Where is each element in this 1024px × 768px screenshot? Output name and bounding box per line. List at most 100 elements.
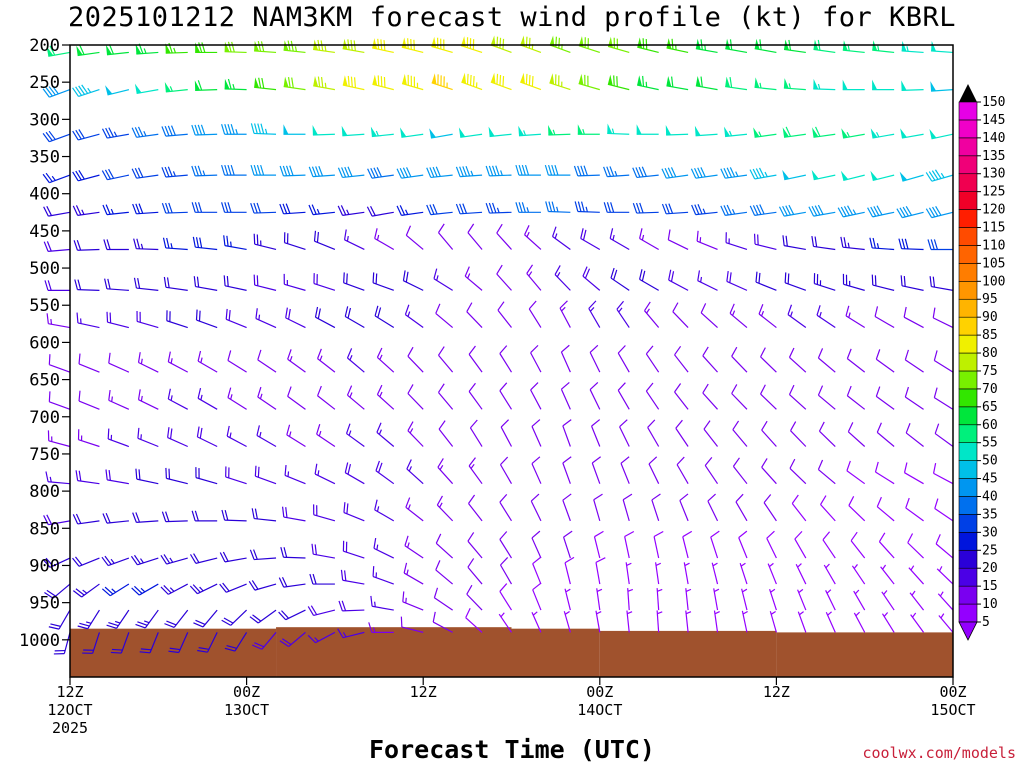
colorbar-segment <box>958 191 978 210</box>
wind-barb <box>191 202 218 213</box>
wind-barb <box>690 167 718 179</box>
wind-barb <box>132 203 159 215</box>
wind-barb <box>711 562 719 585</box>
colorbar-segment <box>958 281 978 300</box>
wind-barb <box>674 383 689 410</box>
wind-barb <box>376 422 395 447</box>
colorbar-tick-label: 75 <box>982 364 998 379</box>
wind-barb <box>808 204 836 217</box>
y-tick-label: 350 <box>29 148 60 168</box>
wind-barb <box>313 273 336 291</box>
wind-barb <box>617 345 630 373</box>
wind-barb <box>682 530 693 559</box>
wind-barb <box>468 382 483 410</box>
y-tick-label: 850 <box>29 519 60 539</box>
wind-barb <box>925 206 954 219</box>
wind-barb <box>559 300 571 328</box>
wind-barb <box>753 233 777 251</box>
wind-barb <box>313 504 336 522</box>
wind-barb <box>250 123 277 135</box>
wind-barb <box>435 533 454 559</box>
wind-barb <box>791 494 807 522</box>
colorbar-tick-label: 115 <box>982 221 1005 236</box>
colorbar: 5 10 15 20 25 30 35 40 45 50 55 60 65 70 75 80 85 90 95 100… <box>958 84 1005 641</box>
wind-barb <box>520 72 542 91</box>
wind-barb <box>131 583 159 596</box>
wind-barb <box>400 616 424 633</box>
wind-barb <box>101 555 130 567</box>
colorbar-tick-label: 120 <box>982 203 1005 218</box>
wind-barb <box>167 388 189 410</box>
wind-barb <box>105 44 129 56</box>
wind-barb <box>374 228 395 250</box>
wind-barb <box>593 530 604 559</box>
wind-barb <box>343 272 365 291</box>
wind-barb <box>515 202 541 213</box>
wind-barb <box>249 609 277 624</box>
wind-barb <box>784 272 807 291</box>
colorbar-tick-label: 65 <box>982 400 998 415</box>
wind-barb <box>337 628 365 639</box>
wind-barb <box>872 40 895 54</box>
x-tick-label: 12OCT <box>47 701 92 719</box>
terrain-segment <box>776 632 953 677</box>
wind-barb <box>42 85 71 98</box>
wind-barb <box>193 276 218 291</box>
wind-barb <box>429 128 453 139</box>
wind-barb <box>224 632 248 652</box>
wind-barb <box>908 565 925 585</box>
x-tick-label: 00Z <box>233 683 260 701</box>
wind-barb <box>485 165 512 177</box>
wind-barb <box>696 230 718 251</box>
wind-barb <box>651 493 661 522</box>
wind-barb <box>465 607 483 633</box>
wind-barb <box>499 531 513 559</box>
wind-barb <box>732 457 748 485</box>
wind-barb <box>616 300 630 328</box>
wind-barb <box>528 300 542 328</box>
wind-barb <box>105 85 130 96</box>
x-axis-title: Forecast Time (UTC) <box>369 735 655 764</box>
wind-barb <box>837 205 865 218</box>
wind-barb <box>227 387 247 410</box>
colorbar-tick-label: 15 <box>982 579 998 594</box>
wind-barb <box>72 205 100 216</box>
wind-barb <box>626 610 633 633</box>
wind-barb <box>194 80 218 91</box>
wind-barb <box>760 384 777 410</box>
wind-barb <box>813 39 836 54</box>
wind-barb <box>907 533 924 559</box>
colorbar-tick-label: 30 <box>982 525 998 540</box>
wind-barb <box>910 612 925 633</box>
wind-barb <box>573 165 600 177</box>
wind-barb <box>789 458 807 485</box>
wind-barb <box>929 129 954 140</box>
wind-barb <box>437 383 454 410</box>
wind-barb <box>455 166 483 178</box>
wind-barb <box>639 228 659 250</box>
colorbar-segment <box>958 388 978 408</box>
wind-barb <box>250 202 277 214</box>
wind-barb <box>720 167 748 179</box>
wind-barb <box>346 385 365 410</box>
wind-barb <box>468 494 483 522</box>
wind-barb <box>461 72 483 91</box>
colorbar-tick-label: 40 <box>982 489 998 504</box>
wind-barb <box>899 171 924 182</box>
colorbar-segment <box>958 334 978 354</box>
wind-barb <box>925 169 954 182</box>
colorbar-segment <box>958 532 978 551</box>
wind-barb <box>674 345 689 373</box>
wind-barb <box>285 307 306 329</box>
colorbar-segment <box>958 603 978 623</box>
wind-barb <box>160 583 189 595</box>
wind-barb <box>436 495 454 522</box>
wind-barb <box>73 240 100 251</box>
watermark: coolwx.com/models <box>862 744 1016 762</box>
wind-barb <box>783 78 806 91</box>
wind-barb <box>499 382 513 410</box>
wind-barb <box>622 493 633 522</box>
wind-barb <box>78 390 100 410</box>
wind-barb <box>794 530 807 559</box>
wind-barb <box>226 425 247 448</box>
